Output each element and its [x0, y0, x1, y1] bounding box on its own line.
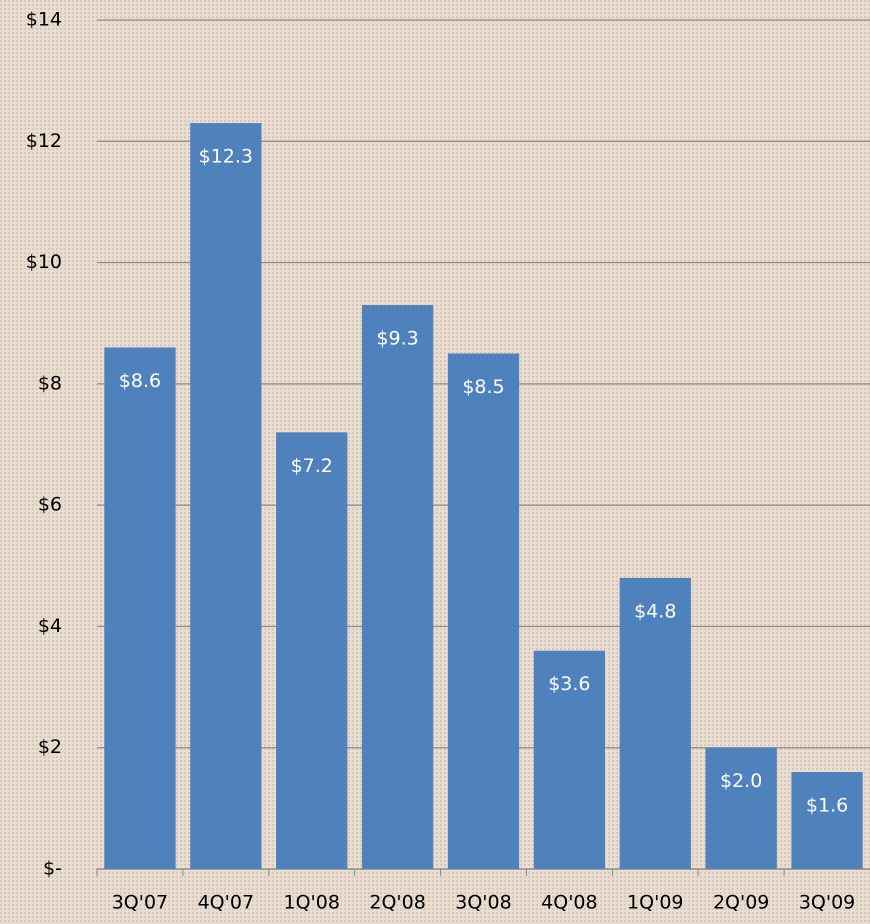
bar — [361, 305, 434, 869]
x-tick-label: 3Q'08 — [455, 892, 511, 914]
bar — [791, 771, 863, 869]
value-label: $8.5 — [462, 376, 504, 398]
value-label: $2.0 — [720, 770, 762, 792]
y-tick-label: $6 — [38, 494, 62, 516]
value-label: $8.6 — [119, 370, 161, 392]
x-tick-label: 2Q'08 — [369, 892, 425, 914]
value-label: $12.3 — [199, 146, 253, 168]
x-tick-label: 1Q'09 — [627, 892, 683, 914]
bar — [447, 353, 520, 869]
x-tick-label: 1Q'08 — [283, 892, 339, 914]
value-label: $4.8 — [634, 600, 676, 622]
value-label: $1.6 — [806, 794, 848, 816]
value-label: $3.6 — [548, 673, 590, 695]
bar — [190, 123, 262, 870]
bar — [533, 650, 606, 869]
bar — [619, 577, 691, 869]
y-tick-label: $14 — [26, 9, 62, 31]
bar — [705, 747, 777, 869]
x-tick-label: 2Q'09 — [713, 892, 769, 914]
value-label: $9.3 — [376, 328, 418, 350]
x-tick-label: 3Q'07 — [112, 892, 168, 914]
y-tick-label: $10 — [26, 251, 62, 273]
y-tick-label: $12 — [26, 130, 62, 152]
value-label: $7.2 — [291, 455, 333, 477]
y-tick-label: $8 — [38, 372, 62, 394]
y-tick-label: $- — [43, 858, 62, 880]
x-tick-label: 3Q'09 — [799, 892, 855, 914]
bar — [104, 347, 176, 869]
y-tick-label: $4 — [38, 615, 62, 637]
y-tick-label: $2 — [38, 736, 62, 758]
bar — [276, 432, 348, 869]
x-tick-label: 4Q'08 — [541, 892, 597, 914]
x-tick-label: 4Q'07 — [198, 892, 254, 914]
